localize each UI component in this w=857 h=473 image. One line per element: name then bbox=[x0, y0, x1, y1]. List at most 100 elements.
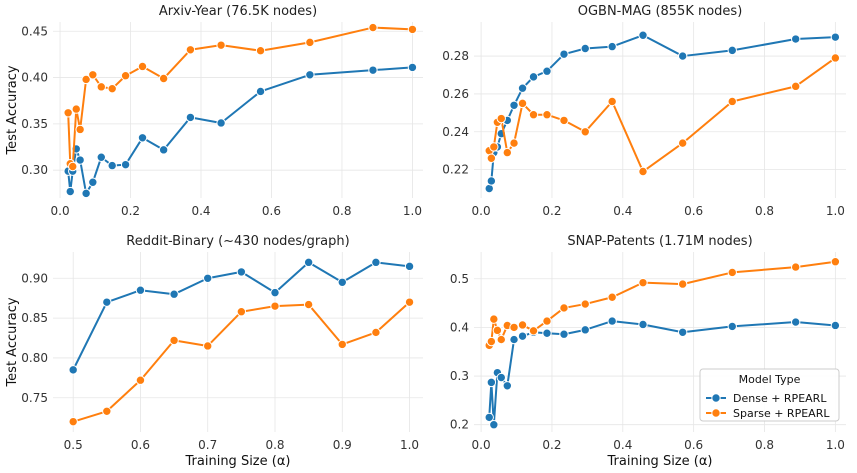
data-point bbox=[120, 71, 131, 81]
y-tick-label: 0.3 bbox=[450, 369, 469, 383]
legend-marker bbox=[711, 393, 721, 403]
data-point bbox=[496, 113, 506, 124]
data-point bbox=[607, 41, 617, 52]
panel-arxiv-year: 0.0 0.2 0.4 0.6 0.8 1.0 0.30 0.35 0.40 0.45 Arxiv-… bbox=[5, 4, 423, 218]
data-point bbox=[542, 110, 552, 120]
x-tick-label: 0.6 bbox=[131, 438, 150, 452]
data-point bbox=[638, 319, 648, 330]
data-point bbox=[727, 267, 737, 278]
data-point bbox=[81, 74, 91, 85]
x-tick-label: 0.2 bbox=[121, 204, 140, 218]
y-tick-label: 0.40 bbox=[21, 71, 48, 85]
data-point bbox=[528, 72, 539, 82]
x-tick-label: 0.8 bbox=[332, 204, 351, 218]
data-point bbox=[368, 65, 378, 75]
data-point bbox=[486, 153, 497, 163]
data-point bbox=[88, 177, 98, 187]
y-tick-label: 0.5 bbox=[450, 272, 469, 286]
x-tick-label: 0.8 bbox=[755, 438, 774, 452]
data-point bbox=[486, 336, 497, 347]
data-point bbox=[102, 406, 112, 416]
series-line bbox=[488, 320, 836, 426]
y-tick-label: 0.4 bbox=[450, 320, 469, 334]
series-line bbox=[488, 57, 836, 173]
y-tick-label: 0.85 bbox=[21, 311, 48, 325]
data-point bbox=[830, 257, 841, 267]
data-point bbox=[509, 334, 519, 345]
series-dense-rpearl bbox=[68, 257, 415, 375]
data-point bbox=[137, 133, 148, 143]
y-tick-label: 0.35 bbox=[21, 117, 48, 131]
data-point bbox=[489, 314, 499, 324]
data-point bbox=[607, 96, 617, 107]
y-tick-label: 0.24 bbox=[442, 125, 469, 139]
panel-ogbn-mag: 0.0 0.2 0.4 0.6 0.8 1.0 0.22 0.24 0.26 0.28 OGBN-M… bbox=[442, 4, 846, 218]
data-point bbox=[509, 322, 519, 333]
data-point bbox=[203, 341, 213, 351]
data-point bbox=[727, 96, 737, 107]
data-point bbox=[484, 412, 494, 423]
data-point bbox=[169, 335, 179, 346]
y-tick-label: 0.80 bbox=[21, 351, 48, 365]
data-point bbox=[580, 299, 590, 309]
data-point bbox=[509, 100, 519, 110]
data-point bbox=[559, 115, 569, 126]
data-point bbox=[216, 118, 226, 128]
data-point bbox=[337, 277, 347, 287]
data-point bbox=[75, 155, 85, 165]
x-axis-label: Training Size (α) bbox=[185, 454, 291, 469]
data-point bbox=[404, 261, 415, 272]
data-point bbox=[255, 46, 266, 56]
data-point bbox=[158, 145, 169, 155]
legend-entry: Dense + RPEARL bbox=[733, 392, 827, 405]
data-point bbox=[65, 186, 75, 197]
data-point bbox=[517, 331, 528, 341]
legend-box bbox=[699, 368, 840, 422]
y-tick-label: 0.75 bbox=[21, 391, 48, 405]
data-point bbox=[68, 365, 78, 375]
data-point bbox=[88, 70, 98, 80]
data-point bbox=[502, 147, 513, 158]
data-point bbox=[486, 377, 497, 388]
data-point bbox=[607, 292, 617, 302]
data-point bbox=[517, 98, 528, 109]
y-tick-label: 0.90 bbox=[21, 271, 48, 285]
data-point bbox=[830, 320, 841, 331]
x-tick-label: 0.7 bbox=[198, 438, 217, 452]
data-point bbox=[404, 297, 415, 307]
panel-reddit-binary: 0.5 0.6 0.7 0.8 0.9 1.0 0.75 0.80 0.85 0.90 Reddit… bbox=[5, 234, 423, 469]
x-tick-label: 0.2 bbox=[542, 204, 561, 218]
series-line bbox=[488, 34, 836, 189]
data-point bbox=[135, 285, 146, 295]
x-tick-label: 0.9 bbox=[333, 438, 352, 452]
x-tick-label: 0.6 bbox=[684, 204, 703, 218]
data-point bbox=[790, 81, 801, 92]
data-point bbox=[638, 277, 648, 288]
data-point bbox=[489, 420, 499, 430]
data-point bbox=[236, 267, 247, 277]
series-sparse-rpearl bbox=[484, 53, 841, 177]
data-point bbox=[270, 301, 280, 311]
x-tick-label: 0.4 bbox=[613, 438, 632, 452]
y-tick-label: 0.26 bbox=[442, 87, 469, 101]
panel-snap-patents: 0.0 0.2 0.4 0.6 0.8 1.00.20.30.40.5SNAP-Paten… bbox=[450, 234, 846, 469]
data-point bbox=[638, 30, 648, 40]
data-point bbox=[580, 325, 590, 335]
data-point bbox=[203, 273, 213, 283]
x-tick-label: 0.2 bbox=[542, 438, 561, 452]
series-sparse-rpearl bbox=[63, 22, 418, 172]
data-point bbox=[580, 43, 590, 54]
data-point bbox=[371, 327, 381, 338]
data-point bbox=[255, 86, 266, 97]
y-tick-label: 0.2 bbox=[450, 418, 469, 432]
data-point bbox=[407, 62, 418, 73]
data-point bbox=[216, 40, 226, 50]
x-tick-label: 0.8 bbox=[265, 438, 284, 452]
data-point bbox=[727, 321, 737, 332]
panels: 0.0 0.2 0.4 0.6 0.8 1.00.300.350.400.45Arxiv-… bbox=[5, 4, 846, 469]
data-point bbox=[407, 24, 418, 35]
series-line bbox=[67, 66, 413, 195]
panel-title: OGBN-MAG (855K nodes) bbox=[578, 4, 743, 19]
y-axis-label: Test Accuracy bbox=[5, 297, 20, 387]
data-point bbox=[528, 110, 539, 120]
